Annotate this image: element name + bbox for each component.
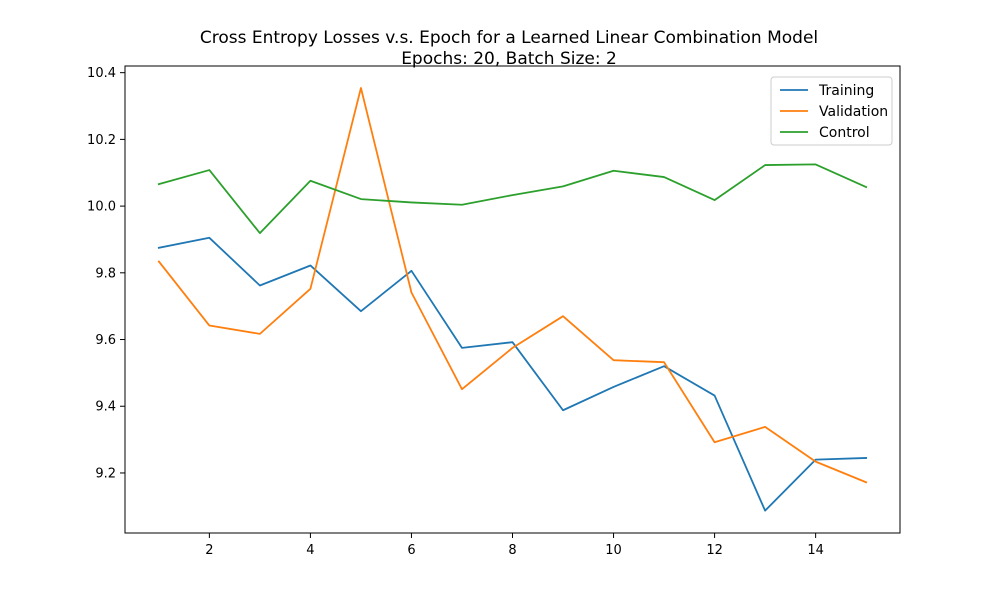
series-line-training bbox=[157, 236, 868, 512]
y-tick-label: 9.8 bbox=[95, 266, 116, 281]
x-tick-label: 6 bbox=[407, 543, 415, 558]
x-tick-label: 14 bbox=[807, 543, 824, 558]
series-line-control bbox=[157, 163, 868, 235]
axis-ticks: 2 4 6 8 10 12 14 9.2 9.4 9.6 9.8 10.0 10.2 10.4 bbox=[87, 66, 824, 558]
y-tick-label: 9.2 bbox=[95, 466, 116, 481]
legend-box bbox=[770, 76, 893, 146]
legend-label-training: Training bbox=[818, 83, 874, 99]
x-tick-label: 10 bbox=[605, 543, 622, 558]
y-tick-label: 10.4 bbox=[87, 66, 116, 81]
series-lines bbox=[157, 87, 868, 512]
chart-title-line-2: Epochs: 20, Batch Size: 2 bbox=[401, 49, 617, 69]
plot-frame bbox=[124, 65, 901, 534]
x-tick-label: 12 bbox=[706, 543, 723, 558]
y-tick-label: 9.4 bbox=[95, 400, 116, 415]
legend-label-validation: Validation bbox=[819, 104, 888, 120]
legend-label-control: Control bbox=[819, 125, 870, 141]
series-line-validation bbox=[157, 87, 868, 484]
legend: Training Validation Control bbox=[770, 76, 893, 146]
x-tick-label: 8 bbox=[508, 543, 516, 558]
x-tick-label: 4 bbox=[306, 543, 314, 558]
y-tick-label: 10.0 bbox=[87, 200, 116, 215]
chart-title-line-1: Cross Entropy Losses v.s. Epoch for a Le… bbox=[200, 28, 818, 48]
y-tick-label: 10.2 bbox=[87, 133, 116, 148]
x-tick-label: 2 bbox=[205, 543, 213, 558]
y-tick-label: 9.6 bbox=[95, 333, 116, 348]
